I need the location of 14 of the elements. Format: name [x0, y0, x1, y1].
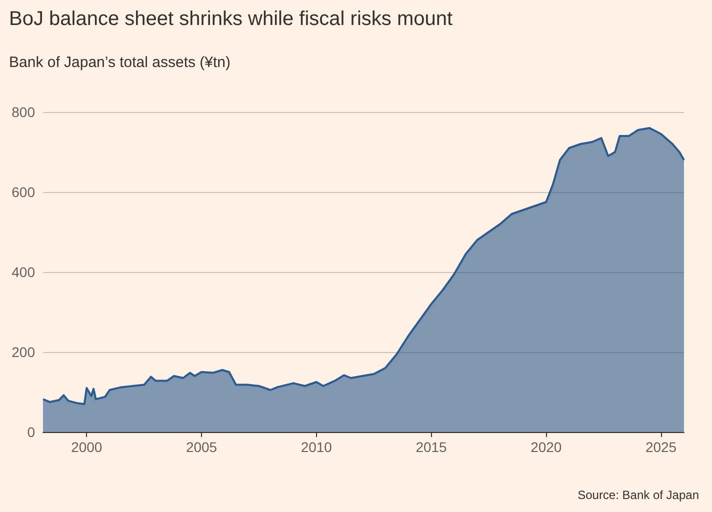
- chart-title: BoJ balance sheet shrinks while fiscal risks mount: [9, 8, 453, 30]
- y-tick-label: 400: [12, 264, 36, 280]
- y-tick-label: 200: [12, 344, 36, 360]
- x-tick-label: 2025: [645, 439, 677, 455]
- x-tick-label: 2000: [71, 439, 102, 455]
- chart-subtitle: Bank of Japan’s total assets (¥tn): [9, 54, 231, 71]
- x-tick-label: 2010: [300, 439, 332, 455]
- y-tick-label: 0: [27, 424, 36, 440]
- y-tick-label: 600: [12, 184, 36, 200]
- x-tick-label: 2015: [416, 439, 448, 455]
- y-tick-label: 800: [12, 104, 36, 120]
- x-tick-label: 2020: [530, 439, 562, 455]
- source-note: Source: Bank of Japan: [578, 488, 700, 502]
- x-tick-label: 2005: [186, 439, 218, 455]
